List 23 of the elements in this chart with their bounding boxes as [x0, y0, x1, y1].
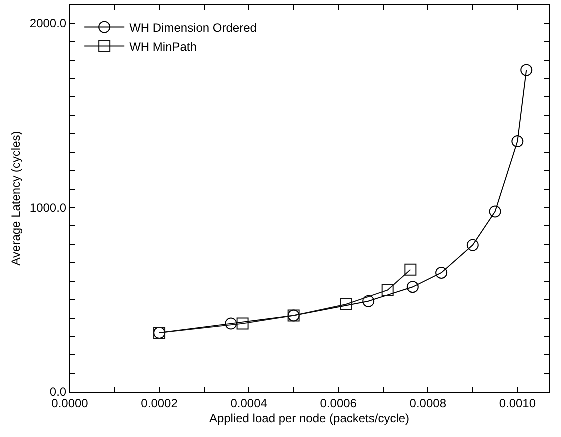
point [489, 206, 502, 218]
x-tick-label: 0.0006 [320, 396, 358, 410]
x-tick-label: 0.0004 [230, 396, 268, 410]
y-tick-label: 1000.0 [30, 200, 67, 215]
x-axis-title: Applied load per node (packets/cycle) [209, 411, 410, 426]
x-tick-label: 0.0008 [410, 396, 447, 410]
point [340, 298, 352, 310]
point [382, 284, 394, 296]
legend-label: WH MinPath [130, 40, 197, 54]
point [512, 136, 524, 148]
point [225, 318, 238, 330]
point [236, 318, 249, 330]
point [520, 64, 533, 76]
legend-label: WH Dimension Ordered [130, 20, 257, 35]
point [406, 281, 419, 294]
x-tick-label: 0.0010 [499, 396, 536, 410]
point [436, 266, 448, 279]
y-tick-label: 2000.0 [30, 16, 67, 31]
y-axis-title: Average Latency (cycles) [9, 131, 24, 266]
point [466, 239, 479, 252]
x-tick-label: 0.0002 [141, 396, 178, 410]
point [404, 264, 417, 276]
point [362, 295, 375, 308]
